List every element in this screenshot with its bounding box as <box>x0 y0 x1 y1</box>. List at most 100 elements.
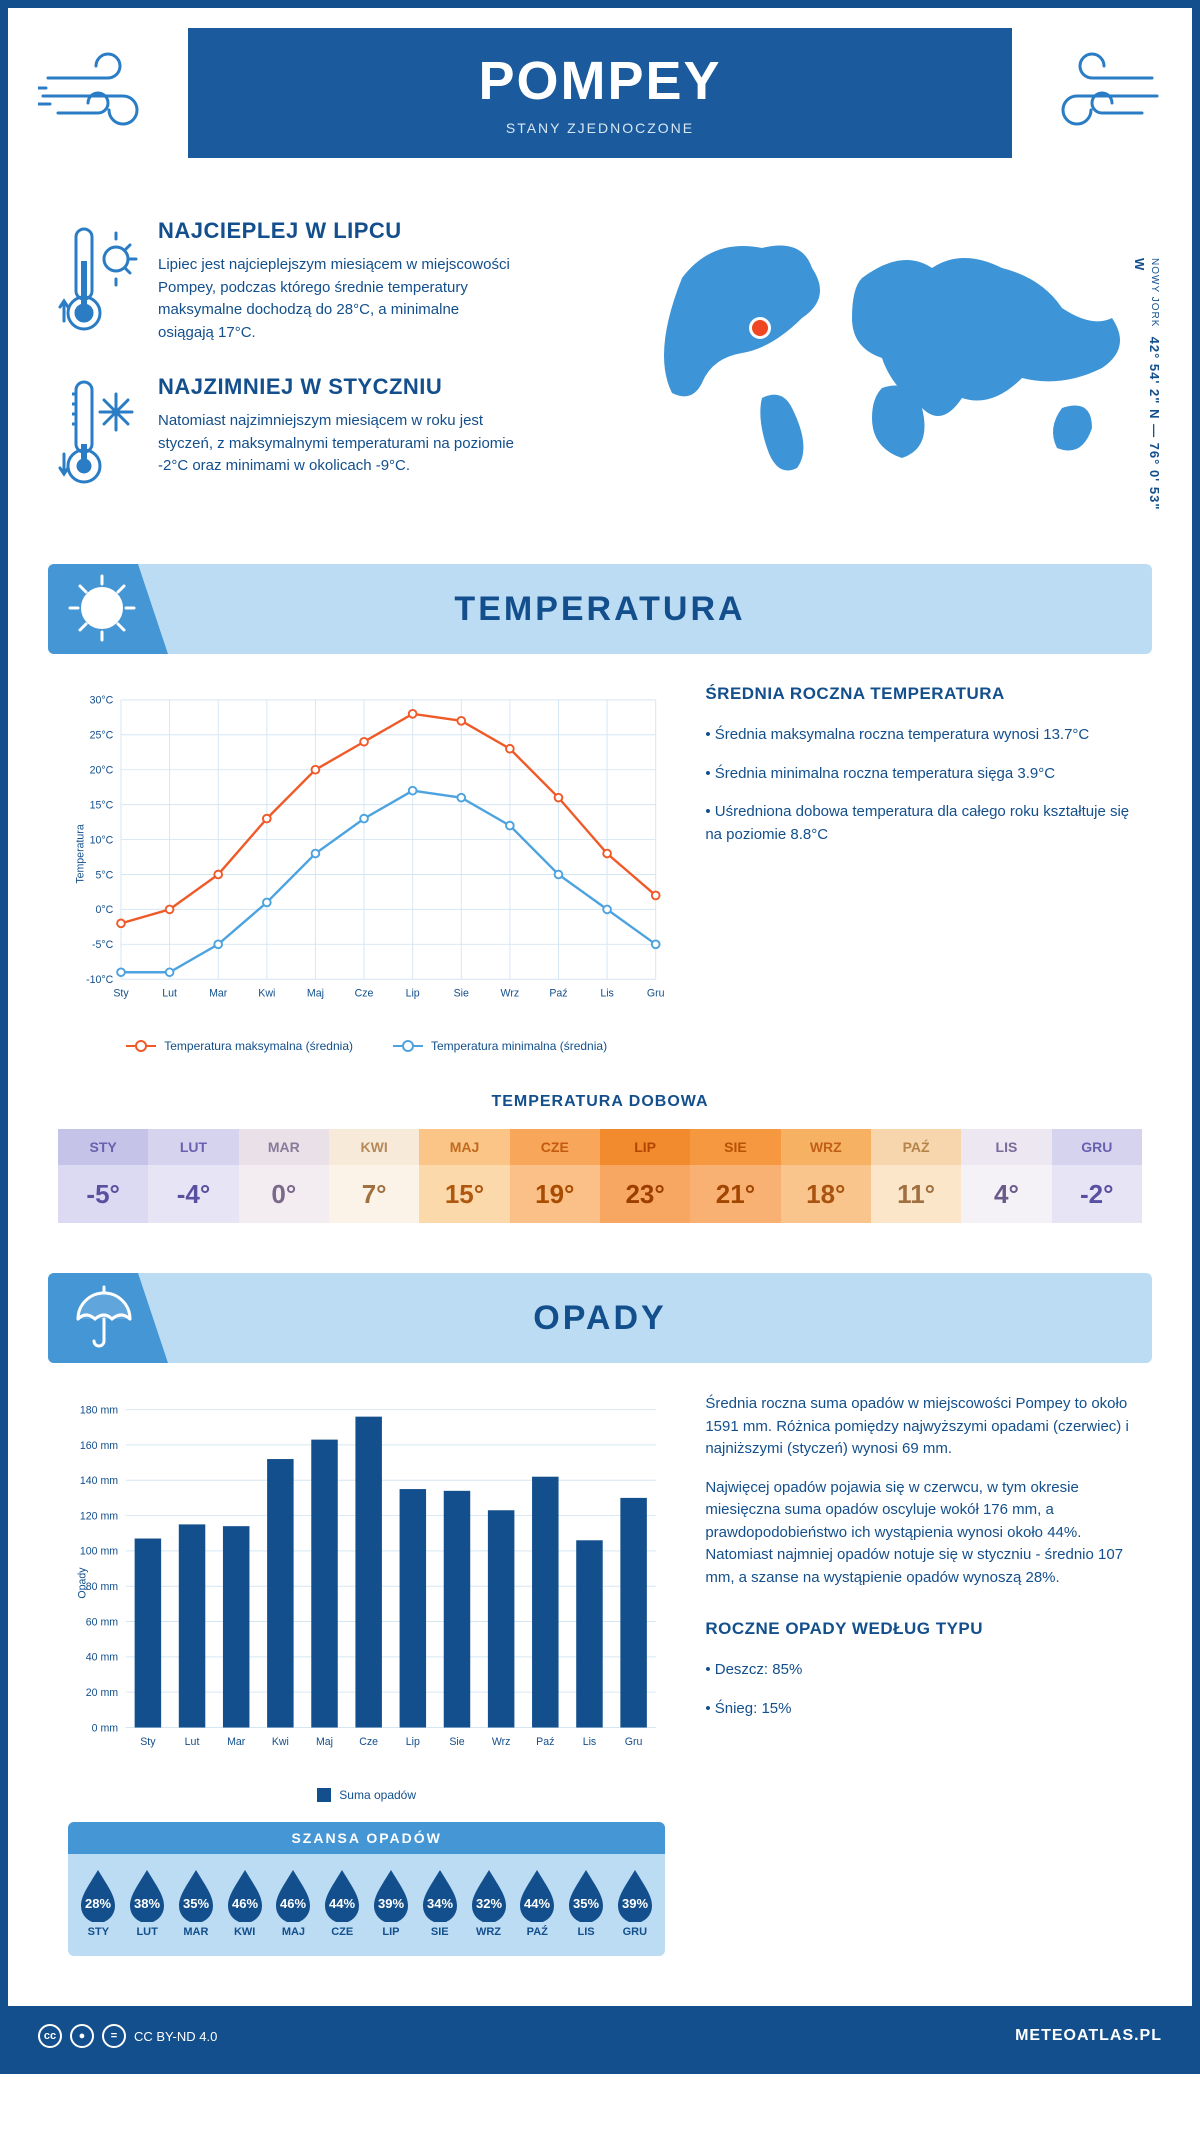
sun-icon <box>66 572 138 644</box>
hot-text: Lipiec jest najcieplejszym miesiącem w m… <box>158 254 518 344</box>
cold-text: Natomiast najzimniejszym miesiącem w rok… <box>158 410 518 478</box>
site-name: METEOATLAS.PL <box>1015 2027 1162 2045</box>
svg-text:Wrz: Wrz <box>501 988 520 1000</box>
svg-text:Lut: Lut <box>185 1736 200 1748</box>
footer: cc ● = CC BY-ND 4.0 METEOATLAS.PL <box>8 2006 1192 2066</box>
daily-cell: MAR 0° <box>239 1129 329 1223</box>
svg-text:40 mm: 40 mm <box>86 1652 119 1664</box>
temperature-section-bar: TEMPERATURA <box>48 564 1152 654</box>
precip-type-item: • Deszcz: 85% <box>705 1659 1132 1682</box>
coldest-fact: NAJZIMNIEJ W STYCZNIU Natomiast najzimni… <box>58 374 602 494</box>
umbrella-icon <box>66 1281 138 1353</box>
svg-text:120 mm: 120 mm <box>80 1510 118 1522</box>
svg-text:Paź: Paź <box>536 1736 554 1748</box>
svg-text:0°C: 0°C <box>96 904 114 916</box>
svg-text:160 mm: 160 mm <box>80 1440 118 1452</box>
coordinates: NOWY JORK 42° 54' 2" N — 76° 0' 53" W <box>1132 258 1162 524</box>
temp-bullet: • Uśredniona dobowa temperatura dla całe… <box>705 801 1132 846</box>
hottest-fact: NAJCIEPLEJ W LIPCU Lipiec jest najcieple… <box>58 218 602 344</box>
cc-icon: cc <box>38 2024 62 2048</box>
svg-text:60 mm: 60 mm <box>86 1616 119 1628</box>
svg-text:32%: 32% <box>475 1896 501 1911</box>
svg-text:Cze: Cze <box>355 988 374 1000</box>
precip-chance-box: SZANSA OPADÓW 28% STY 38% LUT 35% MAR <box>68 1822 665 1956</box>
daily-cell: LUT -4° <box>148 1129 238 1223</box>
precip-title: OPADY <box>533 1299 666 1338</box>
chance-drop: 39% GRU <box>614 1868 656 1938</box>
svg-text:Paź: Paź <box>549 988 567 1000</box>
precip-type-item: • Śnieg: 15% <box>705 1698 1132 1721</box>
daily-cell: LIS 4° <box>961 1129 1051 1223</box>
chance-drop: 44% PAŹ <box>516 1868 558 1938</box>
by-icon: ● <box>70 2024 94 2048</box>
svg-text:Lis: Lis <box>583 1736 597 1748</box>
svg-text:Mar: Mar <box>227 1736 246 1748</box>
daily-temp-title: TEMPERATURA DOBOWA <box>8 1093 1192 1111</box>
svg-text:10°C: 10°C <box>90 834 114 846</box>
precip-bar-chart: 0 mm20 mm40 mm60 mm80 mm100 mm120 mm140 … <box>68 1393 665 1802</box>
daily-cell: STY -5° <box>58 1129 148 1223</box>
svg-text:180 mm: 180 mm <box>80 1404 118 1416</box>
svg-text:Maj: Maj <box>316 1736 333 1748</box>
chance-drop: 46% MAJ <box>272 1868 314 1938</box>
chance-drop: 28% STY <box>77 1868 119 1938</box>
svg-text:46%: 46% <box>232 1896 258 1911</box>
svg-text:-10°C: -10°C <box>86 974 114 986</box>
daily-cell: WRZ 18° <box>781 1129 871 1223</box>
chance-drop: 32% WRZ <box>468 1868 510 1938</box>
svg-text:46%: 46% <box>280 1896 306 1911</box>
world-map-block: NOWY JORK 42° 54' 2" N — 76° 0' 53" W <box>642 218 1142 524</box>
chance-drop: 39% LIP <box>370 1868 412 1938</box>
svg-text:Lip: Lip <box>406 988 420 1000</box>
svg-text:Sty: Sty <box>140 1736 156 1748</box>
daily-cell: SIE 21° <box>690 1129 780 1223</box>
svg-text:38%: 38% <box>134 1896 160 1911</box>
svg-text:Gru: Gru <box>647 988 665 1000</box>
svg-text:34%: 34% <box>427 1896 453 1911</box>
temp-chart-legend: Temperatura maksymalna (średnia) Tempera… <box>68 1039 665 1053</box>
world-map-icon <box>642 218 1142 478</box>
svg-text:39%: 39% <box>622 1896 648 1911</box>
daily-cell: PAŹ 11° <box>871 1129 961 1223</box>
cold-title: NAJZIMNIEJ W STYCZNIU <box>158 374 518 400</box>
wind-icon-right <box>1042 48 1162 138</box>
svg-text:39%: 39% <box>378 1896 404 1911</box>
svg-text:Mar: Mar <box>209 988 228 1000</box>
intro-section: NAJCIEPLEJ W LIPCU Lipiec jest najcieple… <box>8 188 1192 564</box>
svg-text:44%: 44% <box>329 1896 355 1911</box>
title-banner: POMPEY STANY ZJEDNOCZONE <box>188 28 1012 158</box>
svg-text:25°C: 25°C <box>90 730 114 742</box>
temperature-line-chart: -10°C-5°C0°C5°C10°C15°C20°C25°C30°CStyLu… <box>68 684 665 1053</box>
temperature-title: TEMPERATURA <box>454 590 745 629</box>
daily-cell: MAJ 15° <box>419 1129 509 1223</box>
svg-text:20°C: 20°C <box>90 765 114 777</box>
svg-text:-5°C: -5°C <box>92 939 114 951</box>
chance-drop: 35% MAR <box>175 1868 217 1938</box>
city-name: POMPEY <box>478 50 721 112</box>
svg-text:100 mm: 100 mm <box>80 1546 118 1558</box>
svg-text:28%: 28% <box>85 1896 111 1911</box>
chance-drop: 38% LUT <box>126 1868 168 1938</box>
svg-text:15°C: 15°C <box>90 799 114 811</box>
header: POMPEY STANY ZJEDNOCZONE <box>8 8 1192 188</box>
wind-icon-left <box>38 48 158 138</box>
svg-text:Lut: Lut <box>162 988 177 1000</box>
precip-summary: Średnia roczna suma opadów w miejscowośc… <box>705 1393 1132 1976</box>
svg-text:Wrz: Wrz <box>492 1736 511 1748</box>
daily-cell: GRU -2° <box>1052 1129 1142 1223</box>
svg-text:140 mm: 140 mm <box>80 1475 118 1487</box>
license-block: cc ● = CC BY-ND 4.0 <box>38 2024 217 2048</box>
svg-text:Cze: Cze <box>359 1736 378 1748</box>
svg-text:80 mm: 80 mm <box>86 1581 119 1593</box>
svg-text:Maj: Maj <box>307 988 324 1000</box>
svg-text:Opady: Opady <box>76 1567 88 1599</box>
temperature-summary: ŚREDNIA ROCZNA TEMPERATURA • Średnia mak… <box>705 684 1132 1053</box>
svg-text:5°C: 5°C <box>96 869 114 881</box>
svg-text:Kwi: Kwi <box>272 1736 289 1748</box>
thermometer-cold-icon <box>58 374 138 494</box>
daily-cell: LIP 23° <box>600 1129 690 1223</box>
svg-text:35%: 35% <box>573 1896 599 1911</box>
svg-text:35%: 35% <box>183 1896 209 1911</box>
svg-text:Sty: Sty <box>113 988 129 1000</box>
temp-bullet: • Średnia minimalna roczna temperatura s… <box>705 763 1132 786</box>
